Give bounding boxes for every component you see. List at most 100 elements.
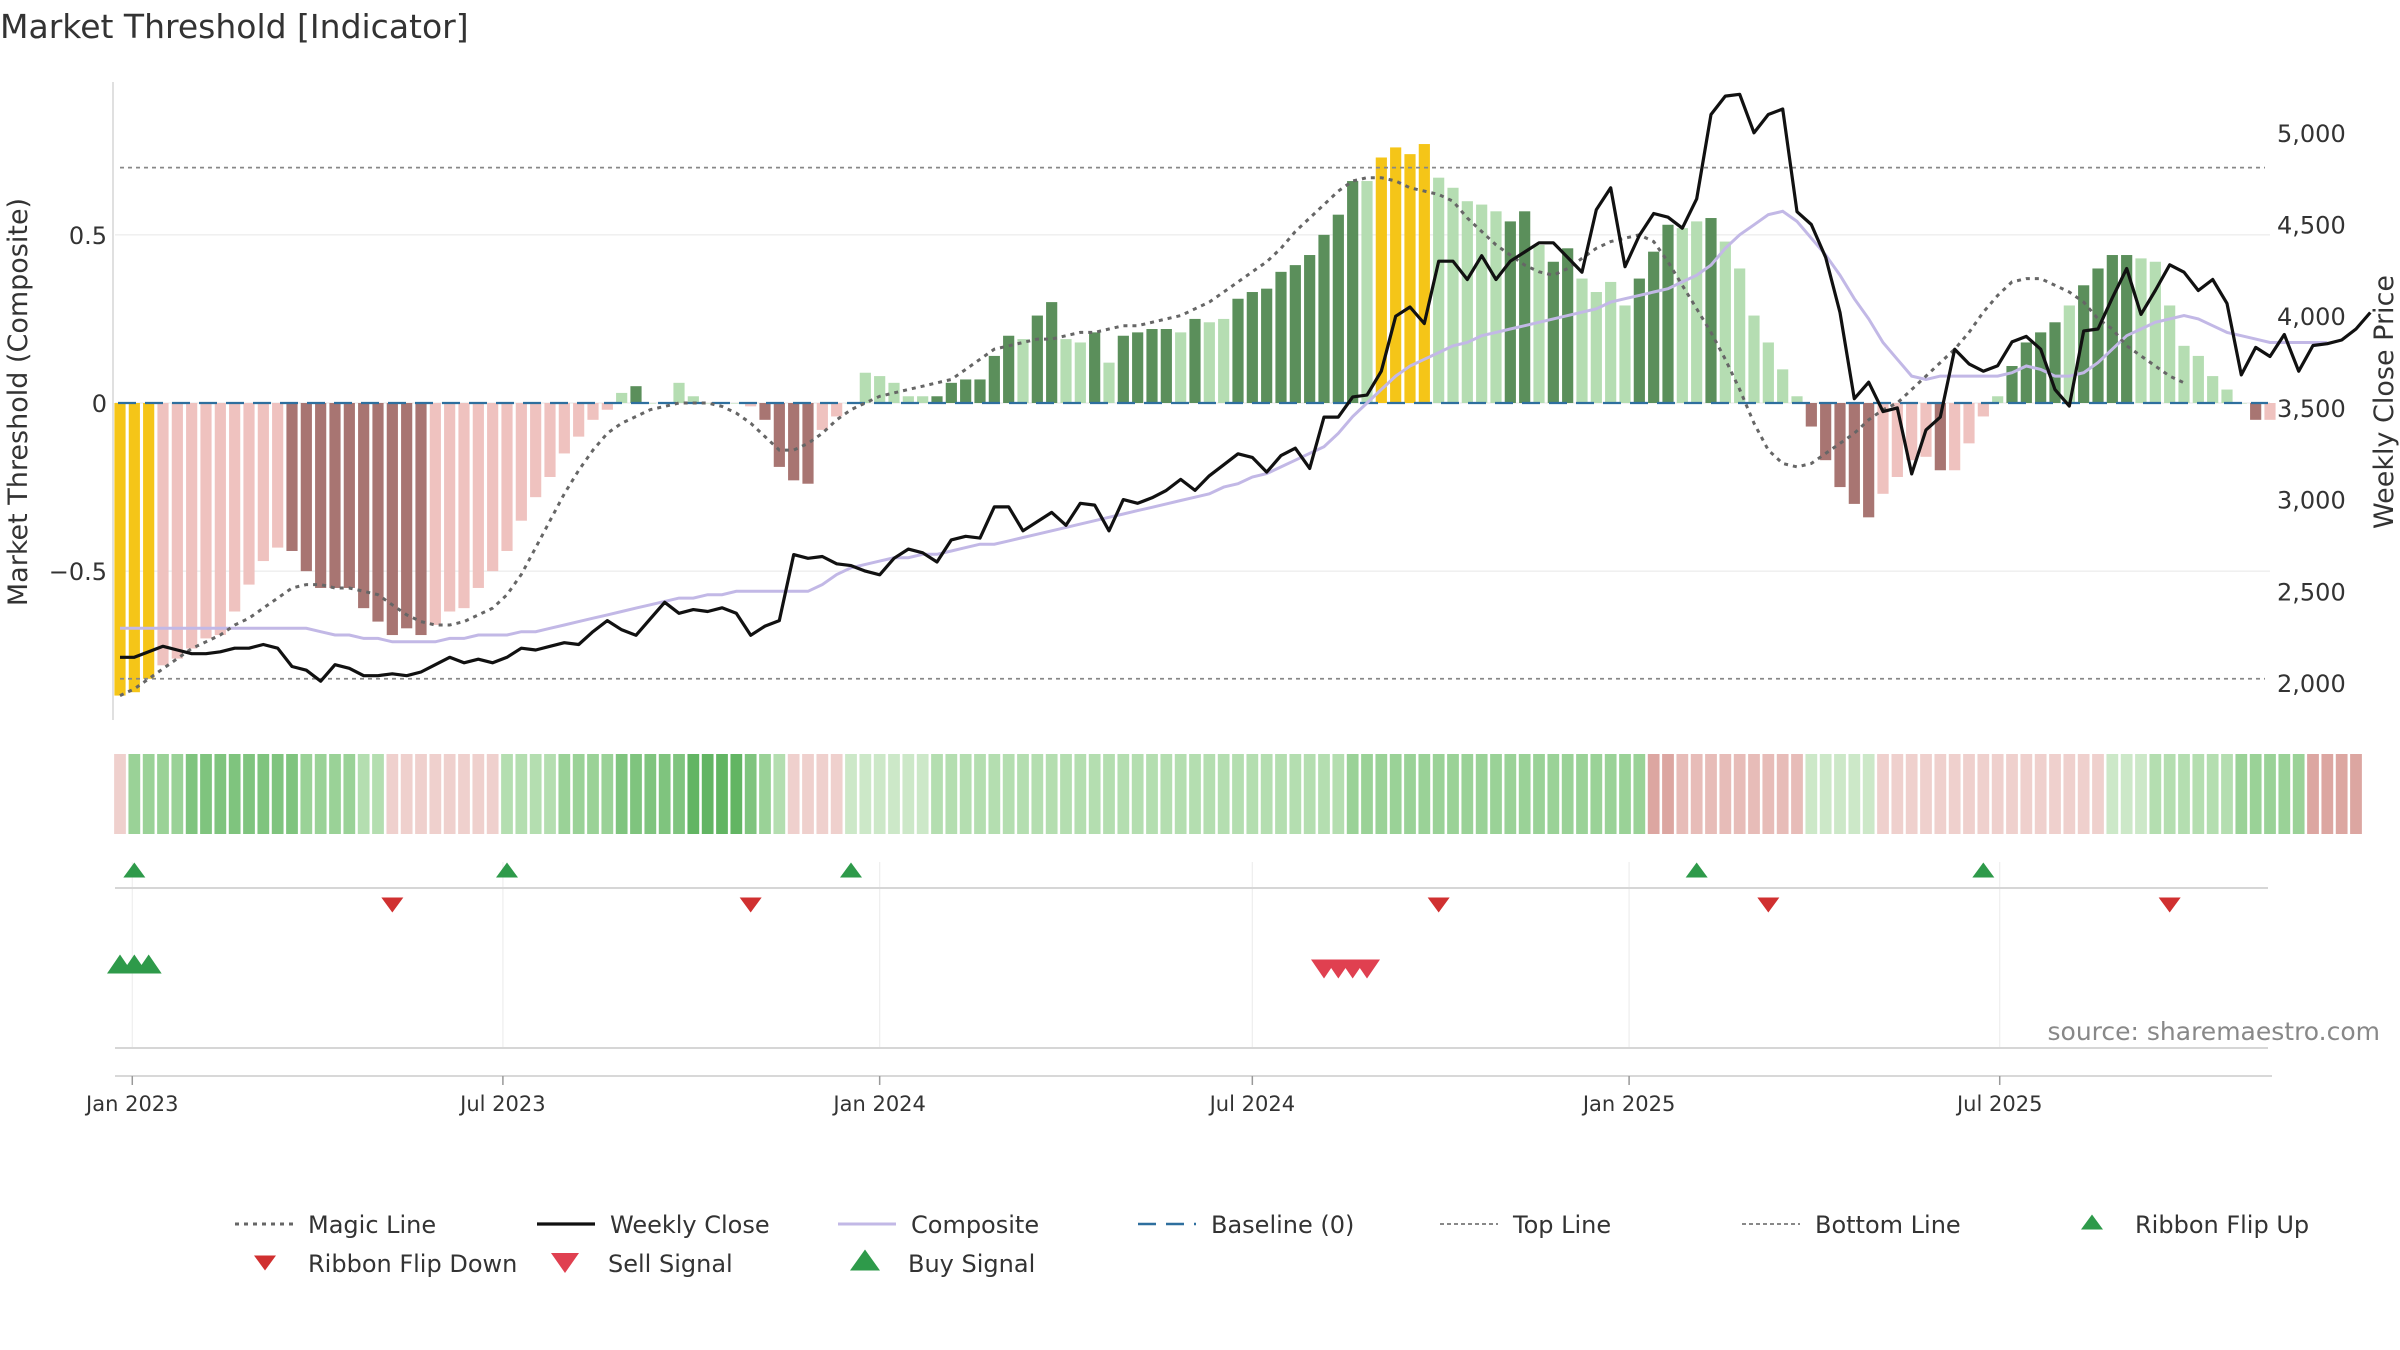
ribbon-segment <box>214 754 227 834</box>
composite-bar <box>487 403 499 572</box>
ribbon-segment <box>1404 754 1416 834</box>
ribbon-segment <box>1504 754 1517 834</box>
composite-bar <box>616 392 628 403</box>
ribbon-segment <box>1848 754 1861 834</box>
composite-bar <box>773 403 785 467</box>
ribbon-segment <box>644 754 657 834</box>
ribbon-segment <box>1418 754 1431 834</box>
composite-bar <box>315 403 327 588</box>
composite-bar <box>1318 234 1330 403</box>
ribbon-segment <box>787 754 800 834</box>
ribbon-segment <box>1561 754 1574 834</box>
source-credit: source: sharemaestro.com <box>2048 1017 2381 1046</box>
ribbon-segment <box>816 754 829 834</box>
ribbon-segment <box>1131 754 1144 834</box>
ribbon-segment <box>601 754 614 834</box>
ribbon-segment <box>1490 754 1502 834</box>
composite-bar <box>558 403 570 454</box>
composite-bar <box>1003 335 1015 403</box>
composite-bar <box>1734 268 1746 403</box>
legend-item: Top Line <box>1440 1211 1611 1239</box>
ribbon-segment <box>529 754 542 834</box>
ribbon-flip-down-marker <box>381 897 404 913</box>
ribbon-segment <box>1461 754 1474 834</box>
y-tick-right: 4,000 <box>2277 303 2346 331</box>
ribbon-segment <box>974 754 986 834</box>
ribbon-segment <box>185 754 198 834</box>
ribbon-segment <box>1002 754 1015 834</box>
ribbon-segment <box>372 754 384 834</box>
ribbon-flip-up-marker <box>840 862 862 878</box>
ribbon-segment <box>1160 754 1173 834</box>
composite-bar <box>745 403 757 407</box>
composite-bar <box>1361 181 1373 403</box>
ribbon-segment <box>1289 754 1302 834</box>
ribbon-segment <box>1662 754 1674 834</box>
composite-bar <box>1175 332 1187 403</box>
ribbon-segment <box>587 754 599 834</box>
ribbon-segment <box>1060 754 1072 834</box>
ribbon-segment <box>1318 754 1330 834</box>
composite-bar <box>759 403 771 420</box>
x-tick-label: Jan 2025 <box>1581 1092 1676 1116</box>
composite-bar <box>1777 369 1789 403</box>
main-axes: 0.5 0 −0.5 5,000 4,500 4,000 3,500 3,000 2,500 2,… <box>49 120 2346 698</box>
ribbon-segment <box>1475 754 1488 834</box>
ribbon-segment <box>443 754 456 834</box>
composite-bar <box>630 386 642 403</box>
ribbon-segment <box>1948 754 1961 834</box>
composite-bar <box>372 403 384 622</box>
composite-bar <box>386 403 398 636</box>
composite-bar <box>1949 403 1961 471</box>
composite-bar <box>157 403 169 666</box>
ribbon-segment <box>2307 754 2319 834</box>
composite-bar <box>702 403 714 404</box>
legend-item: Composite <box>838 1211 1039 1239</box>
composite-bar <box>587 403 599 420</box>
ribbon-segment <box>386 754 399 834</box>
composite-bar <box>1504 221 1516 403</box>
composite-bar <box>802 403 814 484</box>
ribbon-segment <box>1633 754 1646 834</box>
ribbon-segment <box>1246 754 1259 834</box>
x-axis: Jan 2023 Jul 2023 Jan 2024 Jul 2024 Jan 2025… <box>84 1075 2272 1116</box>
ribbon-segment <box>1117 754 1130 834</box>
ribbon-segment <box>2135 754 2147 834</box>
ribbon-segment <box>1791 754 1803 834</box>
composite-bar <box>229 403 241 612</box>
composite-bar <box>1906 403 1918 461</box>
sell-signal-marker <box>1354 959 1380 979</box>
legend-item: Weekly Close <box>537 1211 770 1239</box>
composite-bar <box>1977 403 1989 417</box>
ribbon-segment <box>1203 754 1216 834</box>
composite-bar <box>1963 403 1975 444</box>
ribbon-segment <box>1877 754 1889 834</box>
composite-bar <box>917 396 929 403</box>
composite-bar <box>1275 271 1287 403</box>
y-tick-right: 2,500 <box>2277 578 2346 606</box>
composite-bar <box>974 379 986 403</box>
composite-bar <box>573 403 585 437</box>
ribbon-segment <box>916 754 929 834</box>
ribbon-segment <box>1733 754 1746 834</box>
ribbon-segment <box>2292 754 2305 834</box>
composite-bar <box>429 403 441 625</box>
x-tick-label: Jan 2023 <box>84 1092 179 1116</box>
composite-bar <box>902 396 914 403</box>
composite-bar <box>214 403 226 636</box>
ribbon-segment <box>931 754 943 834</box>
ribbon-segment <box>1719 754 1732 834</box>
y-tick-right: 3,000 <box>2277 487 2346 515</box>
ribbon-segment <box>1332 754 1345 834</box>
legend-swatch-flip-down <box>254 1255 276 1271</box>
composite-bar <box>1347 181 1359 403</box>
composite-bar <box>1820 403 1832 461</box>
ribbon-segment <box>1776 754 1789 834</box>
composite-bar <box>171 403 183 659</box>
ribbon-segment <box>2120 754 2133 834</box>
ribbon-segment <box>1361 754 1373 834</box>
composite-bar <box>1418 144 1430 403</box>
magic-line <box>119 176 2185 697</box>
legend: Magic Line Weekly Close Composite Baseline … <box>235 1211 2309 1278</box>
ribbon-segment <box>658 754 671 834</box>
